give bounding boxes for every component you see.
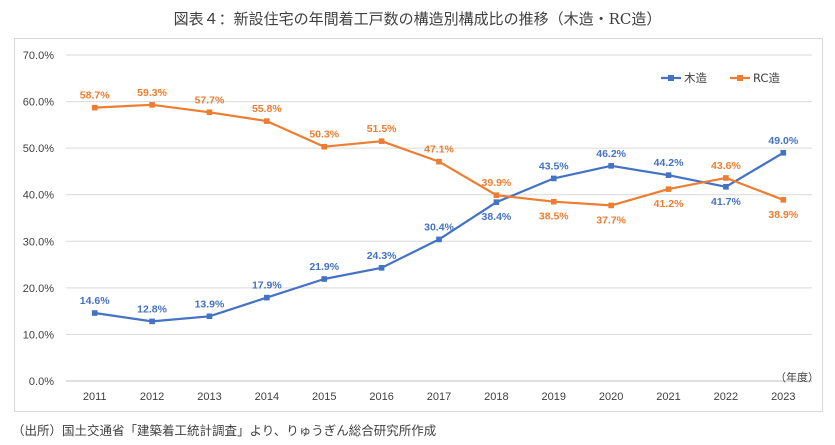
data-label: 38.9% xyxy=(768,209,798,221)
data-point-marker xyxy=(206,313,213,320)
series-rc xyxy=(91,102,787,209)
plot-area-frame xyxy=(14,38,823,412)
data-label: 44.2% xyxy=(654,157,684,169)
axes: 0.0% 10.0% 20.0% 30.0% 40.0% 50.0% 60.0% 70.0% 2… xyxy=(23,50,819,403)
y-tick-label: 30.0% xyxy=(23,236,54,248)
data-label: 24.3% xyxy=(367,250,397,262)
data-labels: 14.6% 12.8% 13.9% 17.9% 21.9% 24.3% 30.4% 38.4%… xyxy=(80,87,799,316)
data-label: 41.2% xyxy=(654,198,684,210)
data-label: 47.1% xyxy=(424,144,454,156)
data-point-marker xyxy=(378,138,385,144)
legend-label: 木造 xyxy=(684,71,707,85)
data-label: 21.9% xyxy=(309,261,339,273)
data-label: 39.9% xyxy=(481,177,511,189)
legend-swatch-marker xyxy=(737,75,743,81)
x-tick-label: 2017 xyxy=(427,391,451,403)
data-label: 12.8% xyxy=(137,303,167,315)
data-label: 37.7% xyxy=(596,214,626,226)
data-point-marker xyxy=(264,294,270,301)
data-label: 13.9% xyxy=(195,298,225,310)
data-point-marker xyxy=(665,186,672,192)
y-tick-label: 0.0% xyxy=(29,376,54,388)
x-axis-unit-label: （年度） xyxy=(775,370,819,384)
data-label: 49.0% xyxy=(768,135,798,147)
line-chart: 0.0% 10.0% 20.0% 30.0% 40.0% 50.0% 60.0% 70.0% 2… xyxy=(23,50,819,403)
x-tick-label: 2023 xyxy=(771,391,795,403)
y-tick-label: 70.0% xyxy=(23,50,54,62)
x-tick-label: 2021 xyxy=(656,391,680,403)
data-point-marker xyxy=(493,199,500,205)
data-point-marker xyxy=(665,172,672,178)
data-point-marker xyxy=(550,175,557,182)
legend-entry: 木造 xyxy=(661,71,707,85)
legend-label: RC造 xyxy=(753,71,780,85)
data-point-marker xyxy=(608,163,614,169)
grid-lines xyxy=(66,54,812,382)
data-point-marker xyxy=(91,104,98,111)
x-tick-label: 2011 xyxy=(83,391,107,403)
data-label: 59.3% xyxy=(137,87,167,99)
data-point-marker xyxy=(206,109,213,116)
data-label: 38.5% xyxy=(539,211,569,223)
data-point-marker xyxy=(321,143,328,150)
data-point-marker xyxy=(149,102,155,108)
y-tick-label: 20.0% xyxy=(23,283,54,295)
data-point-marker xyxy=(780,197,787,203)
x-tick-label: 2013 xyxy=(197,391,221,403)
data-label: 58.7% xyxy=(80,90,110,102)
x-tick-label: 2019 xyxy=(542,391,566,403)
data-label: 46.2% xyxy=(596,148,626,160)
x-tick-label: 2018 xyxy=(484,391,508,403)
data-label: 57.7% xyxy=(195,94,225,106)
data-point-marker xyxy=(91,310,98,316)
data-label: 38.4% xyxy=(481,211,511,223)
x-tick-label: 2012 xyxy=(140,391,164,403)
data-point-marker xyxy=(550,198,557,205)
data-point-marker xyxy=(493,192,500,198)
data-label: 41.7% xyxy=(711,196,741,208)
data-label: 14.6% xyxy=(80,295,110,307)
data-label: 51.5% xyxy=(367,123,397,135)
x-tick-label: 2014 xyxy=(255,391,279,403)
source-note: （出所）国土交通省「建築着工統計調査」より、りゅうぎん総合研究所作成 xyxy=(12,423,437,438)
data-point-marker xyxy=(321,276,328,282)
data-point-marker xyxy=(608,202,614,209)
data-point-marker xyxy=(436,236,442,243)
y-tick-label: 40.0% xyxy=(23,190,54,202)
x-tick-label: 2015 xyxy=(312,391,336,403)
x-tick-label: 2020 xyxy=(599,391,623,403)
legend-swatch-marker xyxy=(668,75,674,81)
chart-title: 図表４：新設住宅の年間着工戸数の構造別構成比の推移（木造・RC造） xyxy=(173,10,662,28)
data-point-marker xyxy=(723,183,729,190)
data-point-marker xyxy=(723,175,729,181)
legend: 木造 RC造 xyxy=(661,71,780,85)
data-label: 55.8% xyxy=(252,103,282,115)
data-point-marker xyxy=(780,150,787,156)
y-tick-label: 50.0% xyxy=(23,143,54,155)
data-point-marker xyxy=(149,318,155,325)
x-tick-label: 2016 xyxy=(369,391,393,403)
data-label: 30.4% xyxy=(424,221,454,233)
data-label: 43.6% xyxy=(711,160,741,172)
y-tick-label: 10.0% xyxy=(23,329,54,341)
y-tick-label: 60.0% xyxy=(23,97,54,109)
data-point-marker xyxy=(436,158,442,165)
data-point-marker xyxy=(378,265,385,271)
series xyxy=(91,102,787,325)
data-label: 17.9% xyxy=(252,280,282,292)
x-tick-label: 2022 xyxy=(714,391,738,403)
data-label: 43.5% xyxy=(539,160,569,172)
series-wood xyxy=(91,150,787,325)
data-point-marker xyxy=(264,118,270,124)
data-label: 50.3% xyxy=(309,129,339,141)
legend-entry: RC造 xyxy=(730,71,780,85)
